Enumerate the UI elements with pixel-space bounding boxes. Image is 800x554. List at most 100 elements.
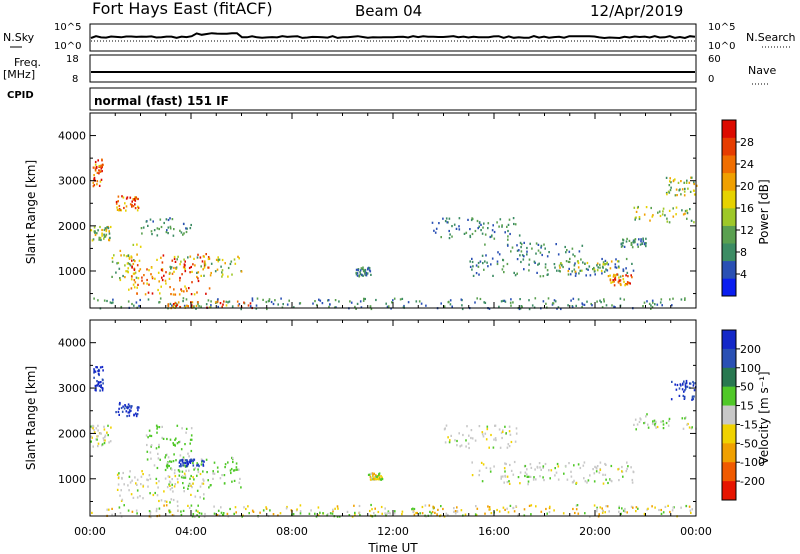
echo-cell-7-122 — [456, 510, 459, 513]
echo-cell-7-175 — [319, 299, 322, 302]
echo-cell-11-23 — [535, 252, 537, 255]
echo-cell-3-67 — [148, 429, 151, 432]
echo-cell-6-18 — [185, 227, 187, 230]
echo-cell-10-63 — [500, 477, 502, 480]
echo-cell-4-29 — [196, 474, 198, 477]
echo-cell-7-125 — [425, 304, 427, 307]
echo-cell-8-15 — [179, 306, 182, 309]
echo-cell-7-247 — [290, 509, 293, 512]
echo-cell-7-239 — [602, 509, 604, 513]
echo-cell-1-31 — [95, 165, 98, 169]
echo-cell-8-0 — [237, 304, 240, 307]
echo-cell-13-36 — [693, 395, 695, 398]
echo-cell-2-6 — [121, 195, 123, 198]
echo-cell-0-7 — [108, 238, 110, 242]
echo-cell-13-13 — [603, 270, 606, 273]
echo-cell-12-35 — [655, 420, 657, 423]
echo-cell-12-87 — [471, 260, 474, 264]
echo-cell-11-39 — [486, 428, 489, 431]
echo-cell-10-102 — [599, 461, 602, 464]
echo-cell-10-111 — [543, 479, 545, 482]
echo-cell-4-44 — [192, 263, 194, 266]
echo-cell-3-44 — [157, 452, 159, 455]
echo-cell-3-11 — [185, 462, 187, 465]
echo-cell-17-6 — [622, 241, 624, 244]
echo-cell-7-119 — [235, 511, 237, 514]
echo-cell-15-20 — [635, 216, 637, 219]
echo-cell-7-35 — [256, 297, 259, 300]
echo-cell-4-46 — [235, 462, 238, 465]
echo-cell-3-10 — [129, 264, 132, 267]
echo-cell-5-47 — [240, 270, 243, 273]
echo-cell-5-85 — [122, 471, 124, 475]
echo-cell-3-51 — [184, 443, 186, 446]
echo-cell-8-20 — [187, 305, 189, 308]
echo-cell-15-22 — [661, 213, 664, 216]
echo-cell-5-37 — [184, 474, 187, 477]
echo-cell-0-39 — [94, 231, 96, 234]
echo-cell-5-66 — [167, 475, 170, 478]
echo-cell-4-14 — [151, 277, 154, 280]
echo-cell-7-90 — [388, 511, 390, 514]
echo-cell-8-8 — [308, 512, 311, 515]
echo-cell-7-207 — [552, 302, 554, 305]
echo-cell-8-17 — [389, 512, 391, 515]
echo-cell-6-32 — [185, 465, 188, 468]
echo-cell-0-3 — [95, 438, 97, 441]
echo-cell-7-112 — [671, 304, 673, 307]
echo-cell-17-29 — [645, 237, 647, 240]
echo-cell-4-82 — [168, 277, 171, 280]
echo-cell-11-27 — [544, 247, 546, 250]
echo-cell-10-48 — [435, 227, 438, 230]
echo-cell-7-49 — [387, 510, 390, 513]
echo-cell-15-2 — [638, 216, 641, 219]
echo-cell-7-156 — [217, 509, 220, 512]
echo-cell-0-36 — [90, 440, 92, 443]
echo-cell-3-29 — [166, 453, 168, 456]
echo-cell-4-68 — [158, 280, 160, 283]
echo-cell-1-30 — [95, 366, 97, 369]
echo-cell-6-8 — [182, 462, 184, 465]
echo-cell-0-25 — [103, 233, 105, 236]
colorbar-tick-label-1: 100 — [740, 362, 761, 375]
echo-cell-5-17 — [163, 490, 165, 493]
echo-cell-16-13 — [670, 186, 672, 189]
echo-cell-0-2 — [100, 432, 102, 435]
echo-cell-7-96 — [203, 515, 206, 518]
echo-cell-6-4 — [169, 227, 172, 230]
echo-cell-5-40 — [170, 266, 173, 269]
echo-cell-9-30 — [376, 475, 378, 478]
echo-cell-7-213 — [195, 307, 197, 310]
echo-cell-10-43 — [513, 222, 515, 226]
echo-cell-9-27 — [367, 267, 369, 270]
echo-cell-7-88 — [593, 504, 596, 507]
echo-cell-12-69 — [626, 271, 629, 274]
echo-cell-7-110 — [198, 305, 200, 308]
echo-cell-4-99 — [144, 293, 147, 296]
nsearch-tick-low: 10^0 — [708, 41, 735, 52]
echo-cell-2-37 — [119, 402, 121, 405]
echo-cell-5-92 — [141, 470, 143, 473]
echo-cell-7-16 — [155, 510, 158, 513]
echo-cell-11-6 — [537, 249, 540, 252]
echo-cell-4-67 — [240, 486, 242, 489]
echo-cell-12-17 — [599, 266, 601, 269]
echo-cell-7-111 — [449, 303, 452, 306]
echo-cell-13-37 — [596, 264, 598, 267]
echo-cell-4-68 — [212, 477, 214, 480]
echo-cell-9-26 — [365, 274, 368, 277]
echo-cell-7-23 — [551, 303, 554, 306]
echo-cell-4-98 — [131, 266, 133, 269]
echo-cell-3-32 — [179, 440, 181, 443]
echo-cell-7-121 — [562, 512, 565, 515]
echo-cell-12-2 — [681, 417, 684, 420]
echo-cell-7-214 — [626, 511, 628, 514]
echo-cell-7-228 — [120, 305, 123, 309]
echo-cell-12-5 — [686, 423, 688, 426]
echo-cell-10-36 — [610, 480, 613, 483]
echo-cell-7-162 — [363, 297, 365, 300]
echo-cell-9-39 — [379, 478, 382, 481]
echo-cell-5-63 — [169, 501, 171, 504]
